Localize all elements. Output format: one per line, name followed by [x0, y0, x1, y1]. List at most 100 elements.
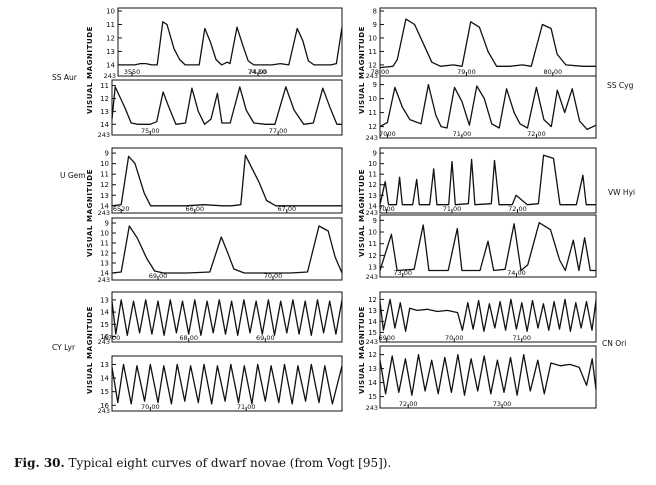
star-name-label: CY Lyr	[52, 343, 76, 352]
y-tick-label: 13	[368, 264, 377, 272]
y-tick-label: 10	[368, 229, 377, 237]
x-tick-label: 70.00	[445, 334, 464, 342]
x-tick-label: 69.00	[149, 272, 168, 280]
panel-frame	[379, 291, 597, 343]
y-tick-label: 9	[105, 220, 109, 228]
y-tick-label: 13	[100, 108, 109, 116]
y-tick-label: 12	[100, 181, 109, 189]
panel-frame	[111, 217, 343, 281]
x-tick-label: 74.00	[249, 68, 268, 76]
x-tick-label: 71.00	[443, 205, 462, 213]
y-tick-label: 12	[100, 250, 109, 258]
x-tick-label: 68.00	[179, 334, 198, 342]
figure-number: Fig. 30.	[14, 456, 65, 470]
panel-u_gem: 9 10 11 12 13 14 6520 66.00 67.00 243 VISUAL MAGNI…	[60, 147, 343, 257]
y-tick-label: 11	[106, 21, 115, 29]
x-tick-label: 6520	[113, 205, 130, 213]
y-tick-label: 9	[373, 81, 377, 89]
y-tick-label: 14	[100, 202, 109, 210]
y-tick-label: 13	[100, 260, 109, 268]
x-tick-label: 70.00	[264, 272, 283, 280]
light-curve-series	[379, 353, 597, 396]
y-axis-label: VISUAL MAGNITUDE	[86, 169, 94, 257]
x-tick-label: 72.00	[508, 205, 527, 213]
panel-cn_ori_b: 12 13 14 15 72.00 73.00 243	[366, 345, 597, 412]
y-axis-label: VISUAL MAGNITUDE	[358, 26, 366, 114]
y-tick-label: 11	[368, 109, 377, 117]
star-name-label: SS Aur	[52, 73, 78, 82]
x-tick-label: 73.00	[393, 269, 412, 277]
x-axis-prefix: 243	[98, 209, 110, 217]
light-curve-series	[379, 83, 597, 131]
x-tick-label: 66.00	[185, 205, 204, 213]
y-tick-label: 13	[100, 296, 109, 304]
y-axis-label: VISUAL MAGNITUDE	[358, 306, 366, 394]
panel-frame	[111, 147, 343, 214]
y-tick-label: 8	[373, 8, 377, 16]
panel-frame	[111, 355, 343, 412]
star-name-label: CN Ori	[602, 339, 626, 348]
light-curve-series	[111, 86, 342, 125]
y-tick-label: 9	[373, 150, 377, 158]
x-tick-label: 74.00	[507, 269, 526, 277]
light-curve-series	[111, 299, 343, 336]
light-curve-series	[379, 298, 597, 332]
x-tick-label: 71.00	[237, 403, 256, 411]
x-tick-label: 7000	[378, 205, 395, 213]
x-axis-prefix: 243	[98, 407, 110, 415]
x-tick-label: 67.00	[277, 205, 296, 213]
y-axis-label: VISUAL MAGNITUDE	[358, 169, 366, 257]
y-tick-label: 11	[100, 171, 109, 179]
x-tick-label: 73.00	[493, 400, 512, 408]
x-tick-label: 3550	[124, 68, 141, 76]
x-tick-label: 6900	[378, 334, 395, 342]
panel-frame	[379, 147, 597, 214]
figure-caption: Fig. 30. Typical eight curves of dwarf n…	[14, 456, 391, 470]
light-curve-series	[118, 21, 343, 66]
y-tick-label: 11	[100, 82, 109, 90]
y-tick-label: 14	[106, 61, 115, 69]
panel-frame	[111, 291, 343, 343]
y-tick-label: 14	[100, 309, 109, 317]
y-tick-label: 13	[106, 48, 115, 56]
light-curve-series	[379, 18, 596, 69]
y-tick-label: 11	[100, 240, 109, 248]
y-tick-label: 13	[368, 192, 377, 200]
panel-cy_lyr_b: 13 14 15 16 70.00 71.00 243	[98, 355, 343, 415]
panel-frame	[379, 75, 597, 139]
x-tick-label: 71.00	[453, 130, 472, 138]
y-tick-label: 9	[105, 150, 109, 158]
y-tick-label: 10	[368, 160, 377, 168]
y-tick-label: 13	[100, 192, 109, 200]
y-tick-label: 12	[368, 351, 377, 359]
x-axis-prefix: 243	[366, 72, 378, 80]
y-tick-label: 11	[368, 171, 377, 179]
x-tick-label: 80.00	[543, 68, 562, 76]
panel-frame	[379, 214, 597, 278]
x-tick-label: 69.00	[256, 334, 275, 342]
light-curve-series	[111, 363, 343, 405]
y-tick-label: 9	[373, 217, 377, 225]
y-tick-label: 14	[100, 121, 109, 129]
x-axis-prefix: 243	[366, 273, 378, 281]
y-tick-label: 15	[368, 393, 377, 401]
x-tick-label: 78.00	[371, 68, 390, 76]
x-tick-label: 75.00	[141, 127, 160, 135]
y-tick-label: 12	[100, 95, 109, 103]
x-axis-prefix: 243	[104, 72, 116, 80]
y-tick-label: 9	[373, 21, 377, 29]
y-tick-label: 10	[100, 230, 109, 238]
x-tick-label: 6700	[104, 334, 121, 342]
x-axis-prefix: 243	[366, 209, 378, 217]
x-axis-prefix: 243	[366, 338, 378, 346]
y-tick-label: 13	[368, 307, 377, 315]
y-tick-label: 14	[100, 375, 109, 383]
panel-ss_aur_b: 11 12 13 14 75.00 77.00 243	[98, 79, 343, 139]
panel-frame	[111, 79, 343, 136]
x-axis-prefix: 243	[366, 134, 378, 142]
y-tick-label: 10	[100, 160, 109, 168]
y-tick-label: 13	[100, 361, 109, 369]
x-axis-prefix: 243	[98, 276, 110, 284]
